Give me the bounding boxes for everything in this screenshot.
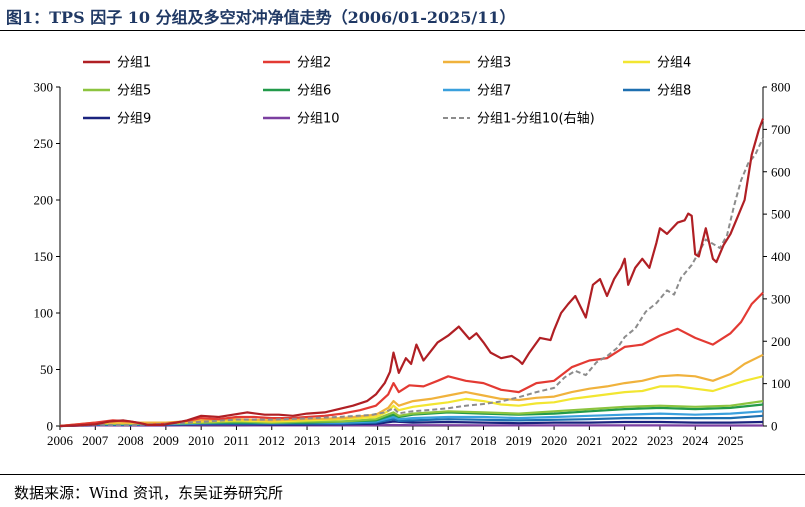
- bottom-divider: [0, 474, 805, 475]
- page-title: 图1：TPS 因子 10 分组及多空对冲净值走势（2006/01-2025/11…: [6, 8, 516, 27]
- legend-label-g4: 分组4: [657, 56, 691, 71]
- x-tick-label: 2025: [718, 433, 744, 448]
- right-tick-label: 300: [771, 291, 791, 306]
- right-tick-label: 600: [771, 164, 791, 179]
- x-tick-label: 2006: [47, 433, 74, 448]
- x-tick-label: 2013: [294, 433, 320, 448]
- series-lines: [59, 118, 765, 428]
- left-tick-label: 50: [40, 362, 53, 377]
- legend-label-g1: 分组1: [117, 56, 151, 71]
- x-tick-label: 2009: [153, 433, 179, 448]
- right-tick-label: 400: [771, 249, 791, 264]
- legend-label-g3: 分组3: [477, 56, 511, 71]
- series-line-g2: [59, 291, 764, 428]
- right-tick-label: 100: [771, 376, 791, 391]
- series-line-ls: [59, 137, 764, 427]
- x-tick-label: 2021: [576, 433, 602, 448]
- left-tick-label: 200: [34, 193, 54, 208]
- legend-label-g9: 分组9: [117, 112, 151, 127]
- axes: 0 50 100 150 200 250 300 0 100 200 300 400 500 600 700…: [34, 80, 791, 449]
- x-tick-label: 2008: [118, 433, 144, 448]
- right-tick-label: 800: [771, 80, 791, 95]
- series-line-g1: [59, 118, 765, 428]
- right-tick-label: 0: [771, 419, 778, 434]
- x-tick-label: 2010: [188, 433, 214, 448]
- right-tick-label: 500: [771, 207, 791, 222]
- legend-label-g10: 分组10: [297, 112, 340, 127]
- tps-net-value-chart: 分组1 分组2 分组3 分组4 分组5 分组6 分组7 分组8 分组9 分组10 分组1-分组10(…: [34, 56, 791, 449]
- legend-label-g8: 分组8: [657, 84, 691, 99]
- left-tick-label: 250: [34, 136, 54, 151]
- legend-label-g7: 分组7: [477, 84, 511, 99]
- x-tick-label: 2023: [647, 433, 673, 448]
- x-tick-label: 2019: [506, 433, 532, 448]
- legend-label-g2: 分组2: [297, 56, 331, 71]
- right-tick-label: 200: [771, 334, 791, 349]
- left-tick-label: 0: [47, 419, 54, 434]
- x-tick-label: 2022: [612, 433, 638, 448]
- legend-label-ls: 分组1-分组10(右轴): [477, 112, 595, 127]
- legend-label-g6: 分组6: [297, 84, 331, 99]
- left-tick-label: 100: [34, 306, 54, 321]
- right-tick-label: 700: [771, 122, 791, 137]
- x-tick-label: 2018: [470, 433, 496, 448]
- x-tick-label: 2011: [224, 433, 250, 448]
- top-divider: [0, 30, 805, 31]
- series-line-g4: [59, 375, 764, 428]
- left-tick-label: 150: [34, 249, 54, 264]
- x-tick-label: 2024: [682, 433, 709, 448]
- x-tick-label: 2020: [541, 433, 567, 448]
- legend: 分组1 分组2 分组3 分组4 分组5 分组6 分组7 分组8 分组9 分组10 分组1-分组10(…: [83, 56, 691, 127]
- x-tick-label: 2007: [82, 433, 109, 448]
- x-tick-label: 2015: [365, 433, 391, 448]
- x-tick-label: 2012: [259, 433, 285, 448]
- legend-label-g5: 分组5: [117, 84, 151, 99]
- data-source-note: 数据来源：Wind 资讯，东吴证券研究所: [14, 484, 283, 502]
- left-tick-label: 300: [34, 80, 54, 95]
- x-tick-label: 2016: [400, 433, 427, 448]
- x-tick-label: 2014: [329, 433, 356, 448]
- x-tick-label: 2017: [435, 433, 462, 448]
